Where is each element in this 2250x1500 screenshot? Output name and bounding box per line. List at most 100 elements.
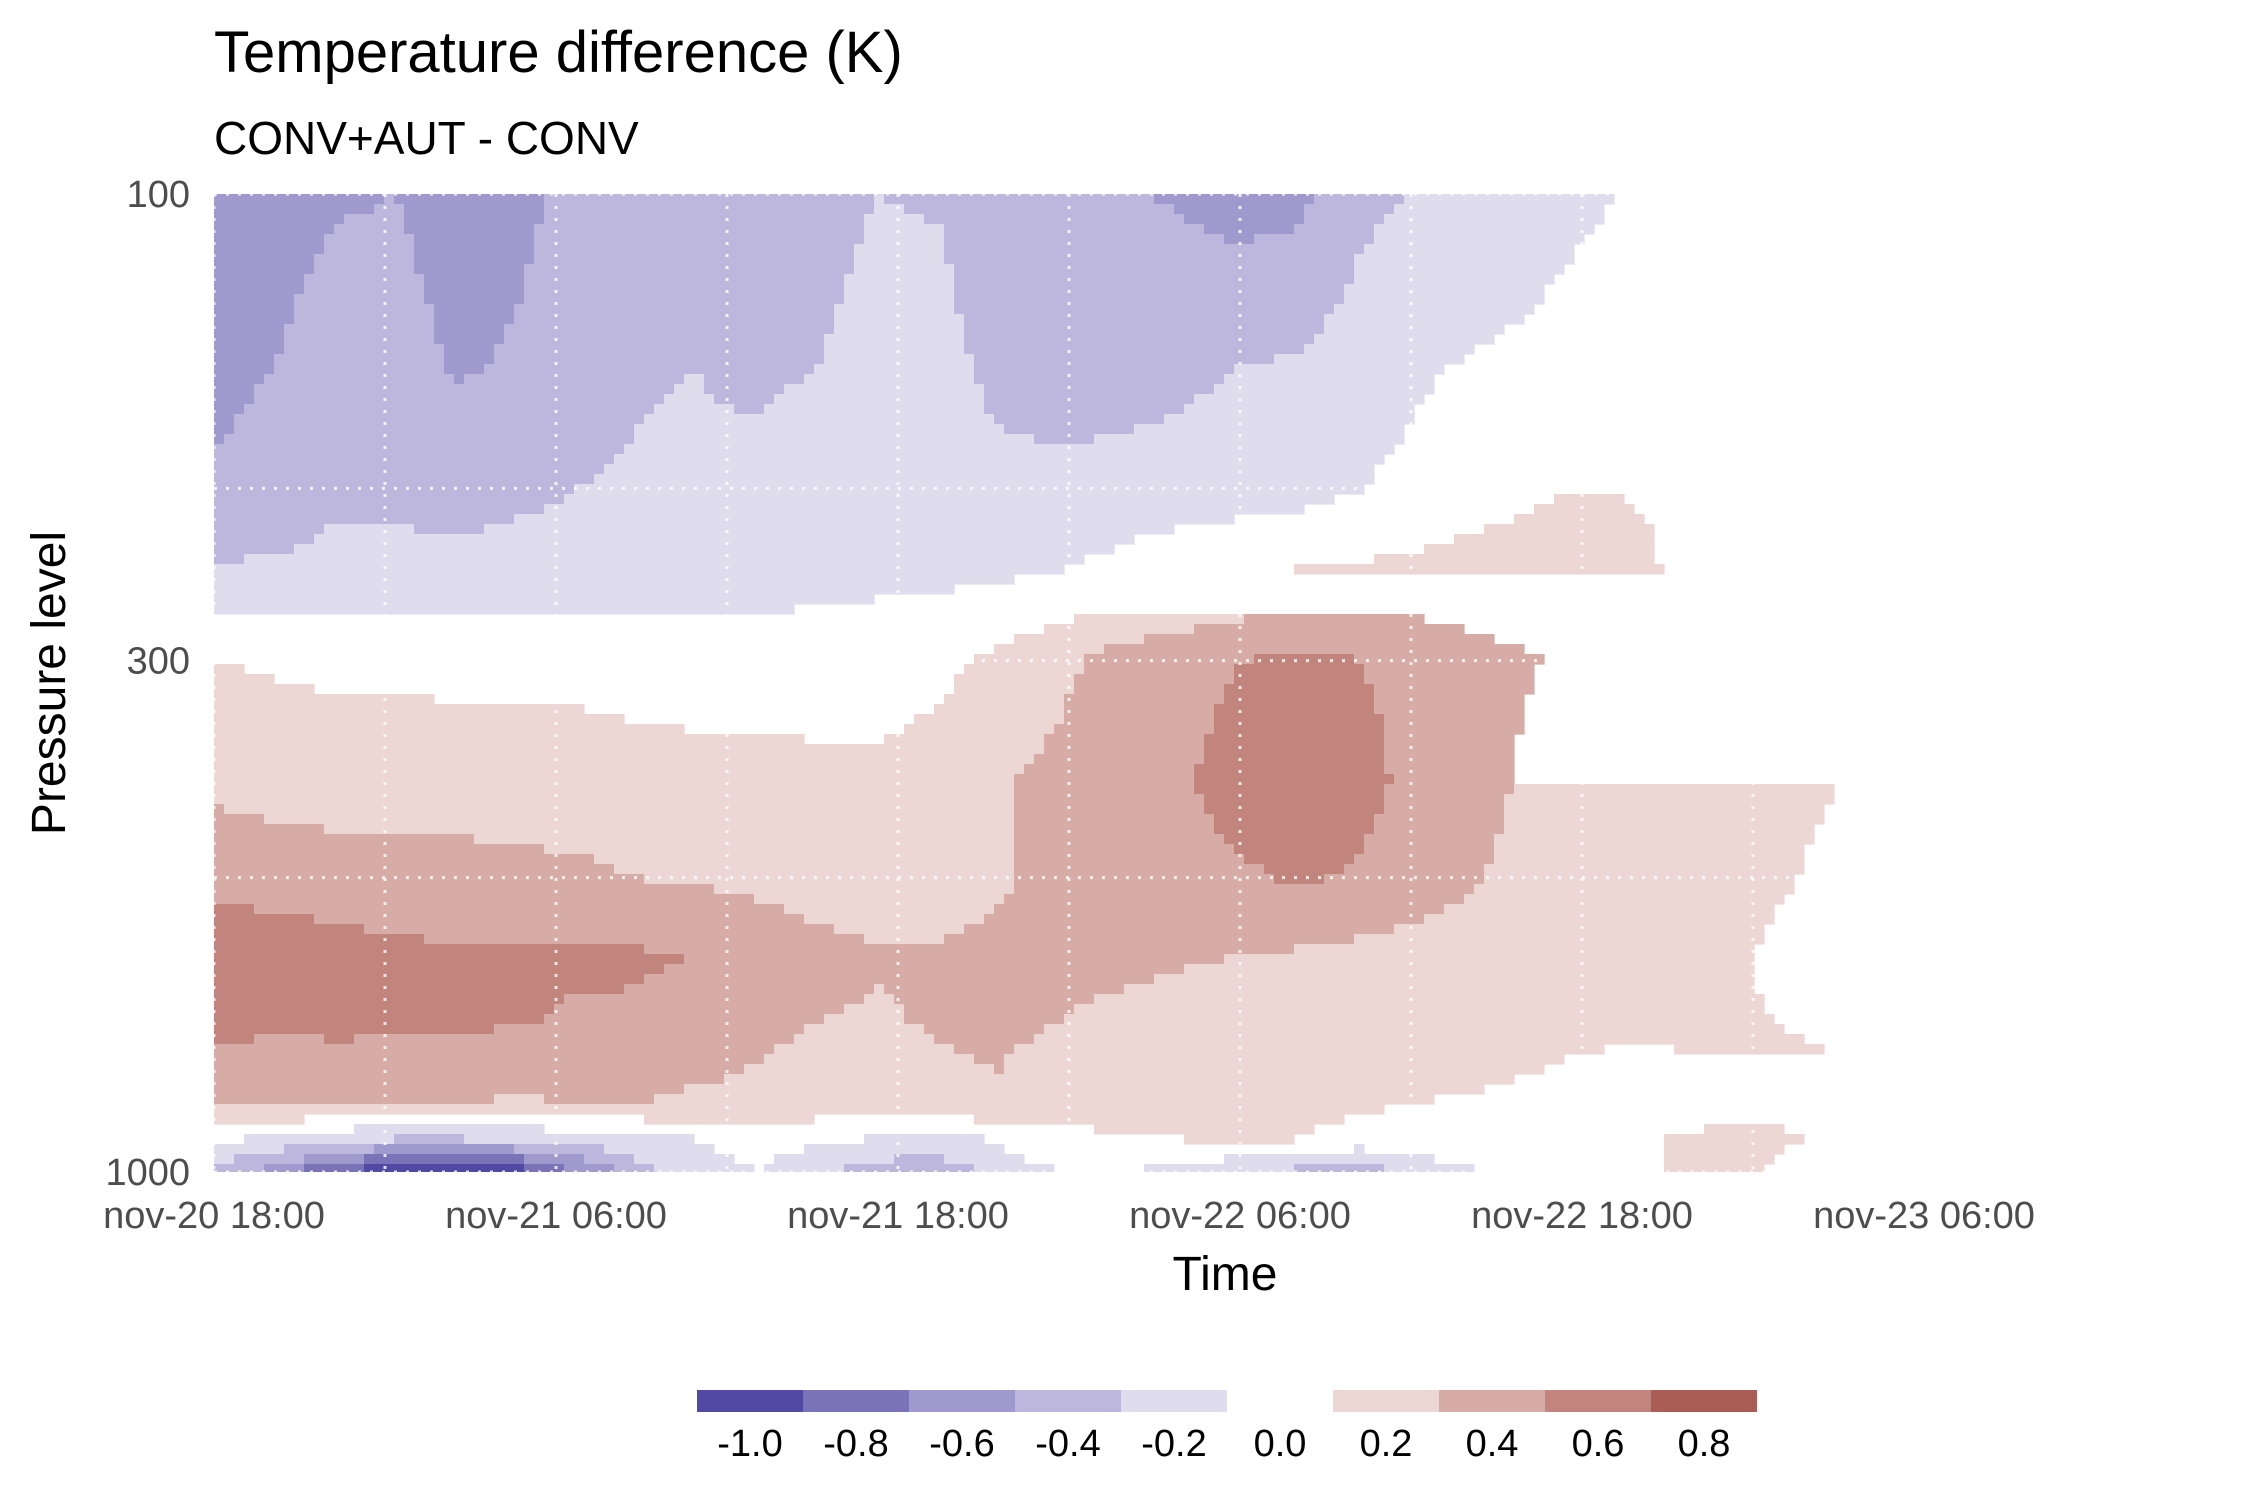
- contour-band-cell: [404, 204, 545, 215]
- contour-band-cell: [1384, 1164, 1475, 1175]
- color-legend: -1.0 -0.8 -0.6 -0.4 -0.2 0.0 0.2 0.4 0.6 0.8: [697, 1390, 1757, 1465]
- contour-band-cell: [1034, 754, 1205, 765]
- contour-band-cell: [594, 854, 1015, 865]
- contour-band-cell: [644, 414, 995, 425]
- contour-band-cell: [634, 434, 1035, 445]
- contour-band-cell: [494, 1094, 545, 1105]
- legend-label: -0.8: [823, 1423, 888, 1465]
- contour-band-cell: [1424, 544, 1655, 555]
- contour-band-cell: [524, 294, 845, 305]
- contour-band-cell: [214, 1024, 495, 1035]
- contour-band-cell: [214, 744, 1045, 755]
- contour-band-cell: [944, 234, 1225, 245]
- contour-band-cell: [804, 374, 975, 385]
- contour-band-cell: [764, 1164, 845, 1175]
- contour-band-cell: [1204, 754, 1385, 765]
- contour-band-cell: [1014, 784, 1195, 795]
- contour-band-cell: [954, 274, 1355, 285]
- contour-band-cell: [1184, 214, 1305, 225]
- contour-band-cell: [214, 674, 275, 685]
- contour-band-cell: [864, 234, 945, 245]
- contour-band-cell: [1354, 274, 1555, 285]
- contour-band-cell: [214, 254, 315, 265]
- contour-band-cell: [214, 1154, 235, 1165]
- y-tick-label: 100: [127, 174, 190, 216]
- contour-band-cell: [424, 294, 525, 305]
- contour-band-cell: [1344, 284, 1545, 295]
- contour-band-cell: [864, 214, 925, 225]
- contour-band-cell: [214, 334, 285, 345]
- contour-band-cell: [1474, 884, 1795, 895]
- contour-band-cell: [1374, 694, 1525, 705]
- contour-band-cell: [1484, 524, 1655, 535]
- contour-band-cell: [1364, 244, 1575, 255]
- contour-band-cell: [314, 264, 415, 275]
- contour-band-cell: [894, 1154, 945, 1165]
- contour-band-cell: [214, 194, 385, 205]
- contour-band-cell: [644, 874, 1015, 885]
- contour-band-cell: [1514, 514, 1645, 525]
- contour-band-cell: [1384, 744, 1515, 755]
- contour-band-cell: [964, 924, 1395, 935]
- contour-band-cell: [1364, 834, 1495, 845]
- contour-band-cell: [1394, 204, 1605, 215]
- contour-band-cell: [1214, 814, 1375, 825]
- contour-band-cell: [1354, 934, 1765, 945]
- contour-band-cell: [684, 374, 705, 385]
- contour-band-cell: [424, 284, 525, 295]
- contour-band-cell: [954, 294, 1345, 305]
- contour-band-cell: [1144, 634, 1495, 645]
- legend-swatch: [803, 1390, 909, 1412]
- contour-band-cell: [1304, 214, 1385, 225]
- contour-band-cell: [214, 494, 565, 505]
- contour-band-cell: [214, 994, 565, 1005]
- contour-band-cell: [864, 934, 945, 945]
- contour-band-cell: [214, 584, 955, 595]
- contour-band-cell: [214, 314, 295, 325]
- contour-band-cell: [504, 334, 825, 345]
- legend-swatch: [1651, 1390, 1757, 1412]
- contour-band-cell: [1234, 664, 1365, 675]
- contour-band-cell: [944, 254, 1355, 265]
- contour-band-cell: [1194, 774, 1395, 785]
- legend-label: 0.2: [1360, 1423, 1413, 1465]
- contour-band-cell: [1044, 744, 1205, 755]
- contour-band-cell: [1214, 704, 1375, 715]
- contour-band-cell: [244, 1134, 395, 1145]
- contour-band-cell: [214, 1144, 285, 1155]
- contour-band-cell: [1094, 434, 1405, 445]
- contour-band-cell: [214, 474, 595, 485]
- contour-band-cell: [854, 264, 955, 275]
- contour-band-cell: [214, 684, 315, 695]
- contour-band-cell: [214, 814, 265, 825]
- contour-band-cell: [644, 1114, 815, 1125]
- contour-band-cell: [394, 1134, 465, 1145]
- contour-band-cell: [1554, 494, 1625, 505]
- contour-band-cell: [294, 294, 425, 305]
- contour-band-cell: [324, 234, 415, 245]
- contour-band-cell: [534, 244, 855, 255]
- contour-band-cell: [1074, 674, 1235, 685]
- contour-band-cell: [314, 534, 1135, 545]
- contour-band-cell: [304, 274, 425, 285]
- contour-band-cell: [214, 1044, 775, 1055]
- contour-band-cell: [1074, 684, 1225, 695]
- contour-band-cell: [214, 374, 265, 385]
- contour-band-cell: [1374, 814, 1505, 825]
- contour-band-cell: [984, 384, 1215, 395]
- contour-band-cell: [214, 1094, 495, 1105]
- contour-band-cell: [1274, 354, 1465, 365]
- contour-band-cell: [1174, 204, 1305, 215]
- contour-band-cell: [964, 334, 1315, 345]
- contour-band-cell: [524, 264, 855, 275]
- contour-band-cell: [1484, 874, 1795, 885]
- contour-band-cell: [914, 714, 1065, 725]
- contour-band-cell: [1504, 824, 1815, 835]
- contour-band-cell: [434, 324, 505, 335]
- contour-band-cell: [1014, 634, 1145, 645]
- contour-band-cell: [1034, 1034, 1805, 1045]
- contour-band-cell: [214, 1014, 545, 1025]
- contour-band-cell: [214, 724, 685, 735]
- contour-band-cell: [814, 364, 975, 375]
- contour-band-cell: [774, 1154, 895, 1165]
